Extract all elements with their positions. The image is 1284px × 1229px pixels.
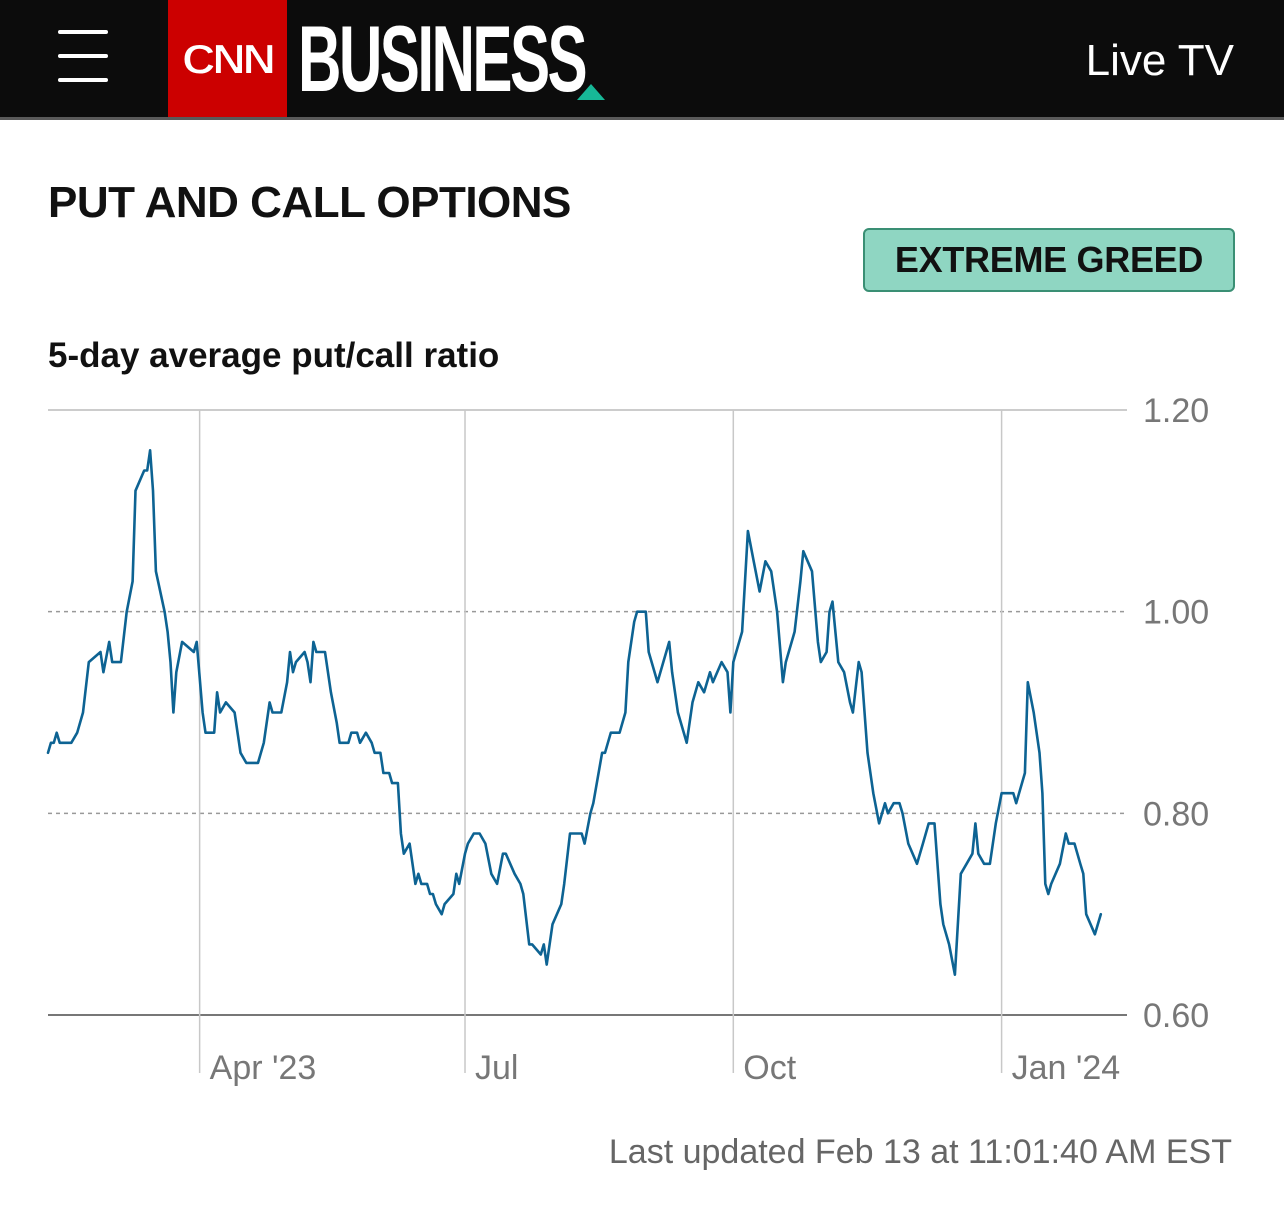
hamburger-menu-icon[interactable] (56, 30, 110, 82)
put-call-ratio-chart: 1.20 1.00 0.80 0.60 Apr '23 Jul Oct Jan '24 (46, 392, 1210, 1087)
chart-grid (48, 409, 1127, 1073)
x-tick-label: Apr '23 (210, 1049, 317, 1087)
x-tick-label: Oct (743, 1049, 796, 1087)
menu-line (58, 30, 108, 34)
menu-line (58, 78, 108, 82)
x-tick-label: Jul (475, 1049, 518, 1087)
cnn-logo-text: CNN (182, 35, 277, 83)
y-tick-label: 0.80 (1143, 795, 1209, 833)
chart-labels: 1.20 1.00 0.80 0.60 Apr '23 Jul Oct Jan '24 (210, 392, 1210, 1087)
y-tick-label: 1.00 (1143, 594, 1209, 632)
last-updated-text: Last updated Feb 13 at 11:01:40 AM EST (608, 1133, 1232, 1171)
chart-line-layer (46, 449, 1103, 976)
business-section-title[interactable]: BUSINESS (298, 6, 588, 111)
top-navigation-bar: CNN BUSINESS Live TV (0, 0, 1284, 120)
menu-line (58, 54, 108, 58)
cnn-logo[interactable]: CNN (168, 0, 287, 117)
put-call-ratio-line (46, 449, 1103, 976)
live-tv-link[interactable]: Live TV (1085, 36, 1234, 85)
y-tick-label: 1.20 (1143, 392, 1209, 430)
triangle-accent-icon (577, 84, 605, 100)
page-title: PUT AND CALL OPTIONS (48, 178, 571, 227)
sentiment-badge: EXTREME GREED (863, 228, 1235, 292)
y-tick-label: 0.60 (1143, 997, 1209, 1035)
chart-title: 5-day average put/call ratio (48, 336, 500, 375)
x-tick-label: Jan '24 (1012, 1049, 1121, 1087)
